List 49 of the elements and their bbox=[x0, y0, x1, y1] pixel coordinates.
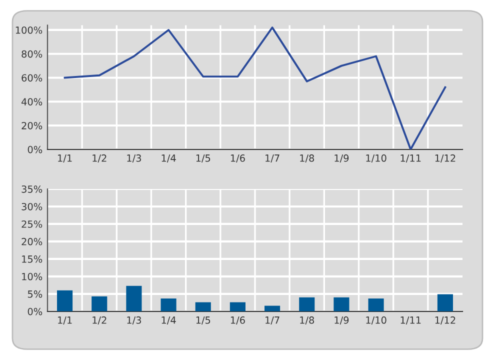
x-tick-label: 1/3 bbox=[127, 316, 142, 325]
x-tick-label: 1/8 bbox=[300, 316, 314, 325]
x-tick-label: 1/9 bbox=[334, 316, 349, 325]
y-tick-label: 15% bbox=[22, 255, 42, 263]
line-series bbox=[64, 26, 446, 150]
x-tick-label: 1/3 bbox=[127, 154, 142, 163]
bar bbox=[92, 296, 108, 312]
x-tick-label: 1/10 bbox=[366, 316, 386, 325]
x-tick-label: 1/5 bbox=[196, 316, 210, 325]
x-tick-label: 1/6 bbox=[230, 154, 245, 163]
bar bbox=[230, 302, 246, 312]
y-tick-label: 10% bbox=[22, 272, 42, 280]
y-tick-label: 40% bbox=[22, 98, 42, 106]
y-tick-label: 80% bbox=[22, 50, 42, 58]
y-tick-label: 25% bbox=[22, 220, 42, 228]
y-tick-label: 60% bbox=[22, 74, 42, 82]
x-tick-label: 1/5 bbox=[196, 154, 210, 163]
y-tick-label: 30% bbox=[22, 202, 42, 210]
x-tick-label: 1/2 bbox=[92, 154, 106, 163]
bar bbox=[299, 297, 315, 312]
x-tick-label: 1/7 bbox=[266, 316, 280, 325]
y-tick-label: 5% bbox=[28, 290, 42, 298]
x-tick-label: 1/11 bbox=[400, 154, 421, 163]
x-tick-label: 1/4 bbox=[162, 154, 176, 163]
x-tick-label: 1/6 bbox=[230, 316, 245, 325]
x-tick-label: 1/12 bbox=[435, 154, 456, 163]
bar bbox=[126, 286, 142, 312]
bar bbox=[57, 290, 73, 312]
y-tick-label: 100% bbox=[16, 26, 42, 34]
y-tick-label: 0% bbox=[28, 146, 42, 154]
bar bbox=[160, 298, 176, 312]
y-tick-label: 0% bbox=[28, 308, 42, 316]
bar bbox=[334, 297, 350, 312]
x-tick-label: 1/9 bbox=[334, 154, 349, 163]
x-tick-label: 1/8 bbox=[300, 154, 314, 163]
x-tick-label: 1/4 bbox=[162, 316, 176, 325]
y-tick-label: 20% bbox=[22, 122, 42, 130]
bar bbox=[195, 302, 211, 312]
x-tick-label: 1/2 bbox=[92, 316, 106, 325]
bar bbox=[368, 298, 384, 312]
y-tick-label: 35% bbox=[22, 185, 42, 193]
x-tick-label: 1/11 bbox=[400, 316, 421, 325]
x-tick-label: 1/7 bbox=[266, 154, 280, 163]
bar bbox=[437, 294, 453, 312]
x-tick-label: 1/1 bbox=[58, 316, 72, 325]
x-tick-label: 1/12 bbox=[435, 316, 456, 325]
x-tick-label: 1/10 bbox=[366, 154, 386, 163]
x-tick-label: 1/1 bbox=[58, 154, 72, 163]
y-tick-label: 20% bbox=[22, 238, 42, 246]
